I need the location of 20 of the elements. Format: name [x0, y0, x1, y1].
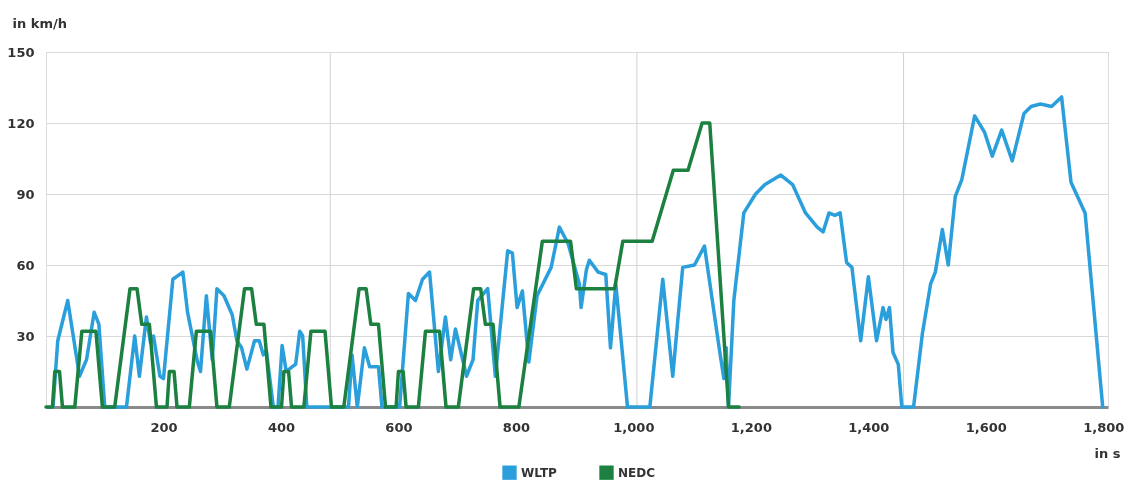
x-axis-title: in s	[1094, 445, 1121, 461]
legend-label: WLTP	[521, 465, 558, 480]
x-tick-label: 1,000	[613, 419, 655, 435]
x-tick-label: 400	[267, 419, 296, 435]
x-tick-label: 1,800	[1083, 419, 1125, 435]
legend-label: NEDC	[618, 465, 656, 480]
x-tick-label: 800	[502, 419, 530, 435]
y-tick-label: 90	[16, 186, 35, 202]
y-tick-label: 30	[16, 328, 35, 344]
y-tick-label: 150	[7, 44, 35, 60]
line-series	[44, 121, 741, 409]
x-tick-label: 1,400	[848, 419, 890, 435]
x-tick-label: 200	[150, 419, 178, 435]
line-series	[51, 95, 1105, 409]
x-tick-label: 1,200	[730, 419, 772, 435]
x-tick-label: 1,600	[965, 419, 1007, 435]
y-tick-label: 60	[16, 257, 35, 273]
y-tick-label: 120	[7, 115, 35, 131]
x-tick-label: 600	[385, 419, 413, 435]
y-axis-title: in km/h	[12, 15, 67, 31]
